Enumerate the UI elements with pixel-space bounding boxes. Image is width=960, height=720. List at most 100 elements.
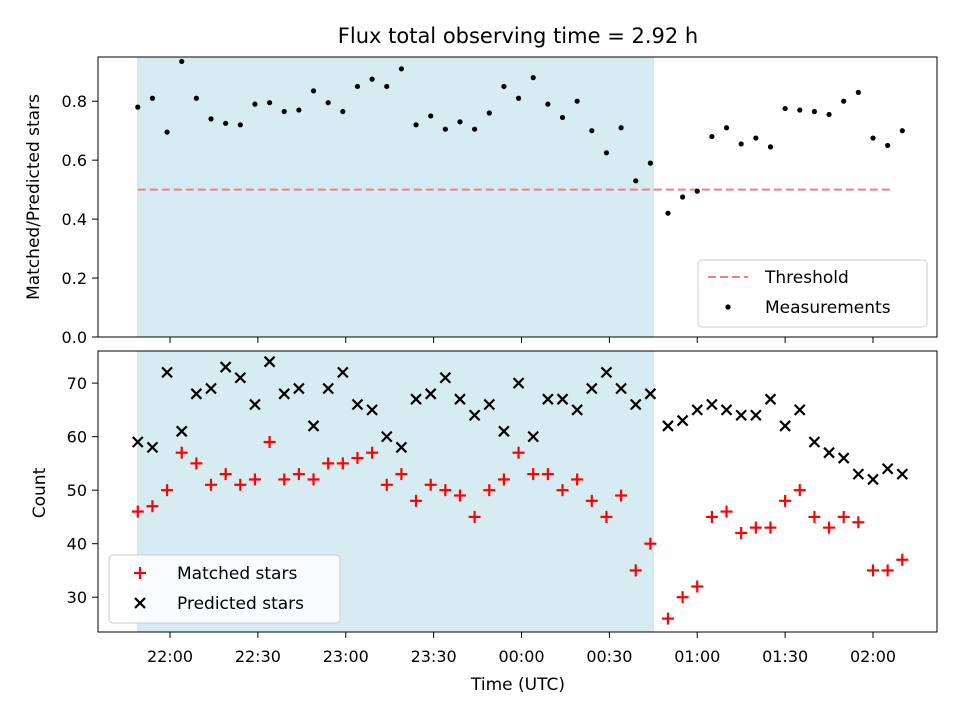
matched-star-point — [336, 457, 349, 470]
matched-star-point — [483, 484, 496, 497]
predicted-star-point — [380, 430, 393, 443]
top-y-axis-label: Matched/Predicted stars — [24, 94, 44, 300]
x-tick-label: 02:00 — [850, 647, 896, 666]
predicted-star-point — [337, 366, 349, 379]
matched-star-point — [512, 446, 525, 459]
measurement-point — [559, 114, 566, 121]
predicted-star-point — [852, 468, 865, 480]
chart-title: Flux total observing time = 2.92 h — [338, 24, 698, 48]
top-panel: 0.00.20.40.60.8 Matched/Predicted stars … — [24, 56, 938, 347]
predicted-star-point — [527, 430, 539, 443]
matched-star-point — [161, 484, 174, 497]
predicted-star-point — [454, 393, 466, 405]
predicted-star-point — [571, 404, 583, 416]
y-tick-label: 60 — [67, 428, 87, 447]
matched-star-point — [691, 580, 704, 593]
predicted-star-point — [132, 436, 144, 448]
predicted-star-point — [263, 355, 276, 368]
matched-star-point — [661, 612, 674, 625]
predicted-star-point — [750, 409, 762, 422]
predicted-star-point — [764, 393, 777, 405]
legend-measurements-label: Measurements — [765, 298, 891, 318]
x-axis-label: Time (UTC) — [470, 675, 565, 695]
measurement-point — [193, 95, 199, 101]
measurement-point — [179, 58, 185, 65]
matched-star-point — [749, 521, 762, 534]
top-shaded-span — [137, 56, 654, 338]
matched-star-point — [541, 468, 554, 481]
top-legend: Threshold Measurements — [697, 259, 928, 328]
measurement-point — [545, 101, 551, 107]
matched-star-point — [837, 510, 850, 523]
measurement-point — [782, 105, 788, 112]
y-tick-label: 30 — [67, 588, 87, 607]
y-tick-label: 0.6 — [62, 151, 87, 170]
matched-star-point — [439, 484, 452, 497]
measurement-point — [589, 128, 595, 134]
measurement-point — [694, 188, 700, 194]
measurement-point — [633, 178, 639, 184]
predicted-star-point — [662, 420, 674, 432]
predicted-star-point — [720, 404, 733, 416]
x-tick-label: 01:30 — [762, 647, 808, 666]
measurement-point — [281, 108, 287, 115]
predicted-star-point — [175, 425, 188, 438]
measurement-point — [709, 133, 715, 140]
predicted-star-point — [512, 377, 525, 389]
y-tick-label: 50 — [67, 481, 87, 500]
matched-star-point — [867, 564, 879, 577]
measurement-point — [384, 83, 390, 90]
predicted-star-point — [249, 398, 261, 411]
matched-star-point — [808, 510, 821, 523]
bottom-axes-frame — [97, 350, 938, 633]
measurement-point — [501, 83, 507, 90]
measurement-point — [753, 135, 759, 141]
matched-star-point — [248, 473, 261, 486]
measurement-point — [354, 83, 361, 90]
predicted-star-point — [706, 398, 718, 411]
x-tick-label: 23:00 — [323, 647, 369, 666]
matched-star-point — [764, 521, 777, 534]
predicted-star-point — [234, 371, 247, 384]
predicted-star-point — [542, 393, 554, 405]
matched-star-point — [219, 468, 232, 481]
measurement-point — [325, 100, 331, 106]
matched-star-points — [131, 435, 909, 625]
measurement-point — [486, 110, 492, 116]
legend-threshold-label: Threshold — [764, 268, 849, 288]
matched-star-point — [190, 457, 203, 470]
measurement-point — [870, 135, 876, 141]
predicted-star-point — [483, 398, 496, 411]
bottom-legend: Matched stars Predicted stars — [108, 554, 341, 624]
measurement-point — [841, 98, 847, 104]
measurement-point — [252, 101, 258, 107]
predicted-star-point — [896, 468, 909, 480]
measurement-point — [223, 120, 229, 126]
measurement-point — [811, 108, 818, 115]
measurement-point — [767, 144, 774, 150]
matched-star-point — [175, 446, 188, 459]
matched-star-point — [307, 473, 320, 486]
x-tick-label: 22:30 — [235, 647, 281, 666]
matched-star-point — [779, 494, 792, 507]
matched-star-point — [629, 564, 642, 577]
predicted-star-point — [823, 446, 835, 459]
measurement-point — [266, 100, 273, 106]
measurement-point — [515, 95, 522, 101]
matched-star-point — [644, 537, 657, 550]
bottom-y-axis-label: Count — [30, 467, 50, 518]
measurement-point — [530, 75, 536, 81]
legend-predicted-swatch — [134, 597, 146, 609]
measurement-point — [723, 125, 730, 131]
x-tick-label: 00:30 — [586, 647, 632, 666]
measurement-point — [310, 88, 317, 94]
matched-star-point — [676, 591, 689, 604]
top-axes-frame — [97, 56, 938, 338]
predicted-star-point — [644, 388, 657, 400]
bottom-y-ticks: 30 40 50 60 70 — [67, 374, 98, 607]
predicted-star-point — [322, 382, 334, 395]
top-y-ticks: 0.0 0.2 0.4 0.6 0.8 — [62, 92, 98, 347]
predicted-star-point — [691, 404, 704, 416]
matched-star-point — [263, 435, 276, 448]
predicted-star-point — [629, 398, 642, 411]
